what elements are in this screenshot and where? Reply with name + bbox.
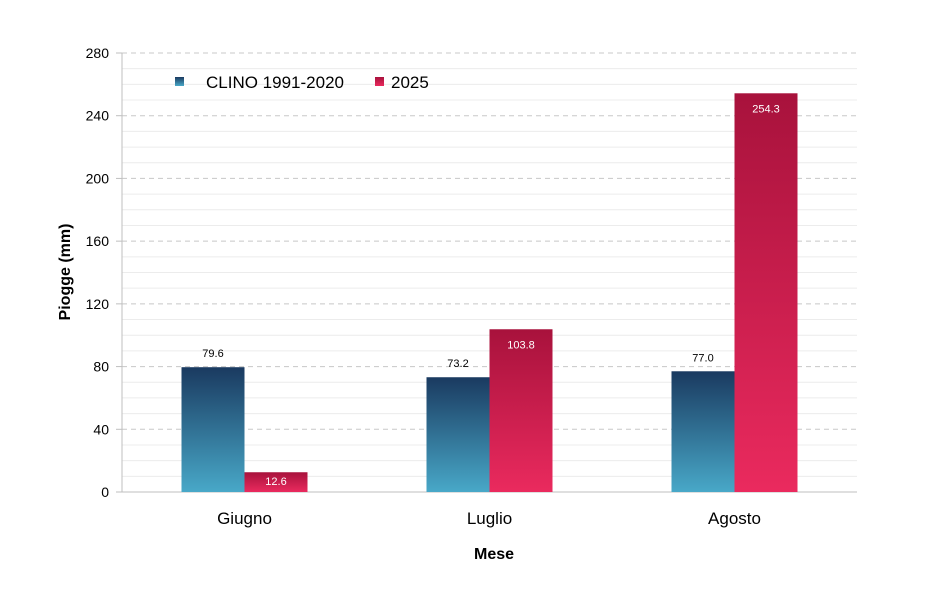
bars (181, 93, 798, 492)
data-labels: 79.6 12.6 73.2 103.8 77.0 254.3 (202, 103, 779, 488)
data-label-clino: 73.2 (447, 358, 468, 370)
bar-2025 (489, 329, 553, 492)
data-label-2025: 103.8 (507, 339, 535, 351)
legend-swatch-clino (175, 77, 184, 86)
legend-label-2025: 2025 (391, 73, 429, 92)
legend: CLINO 1991-2020 2025 (175, 73, 429, 92)
data-label-clino: 79.6 (202, 348, 223, 360)
y-tick-label: 280 (86, 45, 110, 61)
bar-2025 (734, 93, 798, 492)
y-tick-label: 160 (86, 233, 110, 249)
x-tick-label: Giugno (217, 509, 272, 528)
y-tick-label: 200 (86, 170, 110, 186)
bar-clino (181, 367, 245, 492)
y-axis-title: Piogge (mm) (57, 224, 74, 321)
data-label-clino: 77.0 (692, 352, 713, 364)
y-tick-label: 240 (86, 108, 110, 124)
x-axis-title: Mese (474, 546, 514, 563)
legend-label-clino: CLINO 1991-2020 (206, 73, 344, 92)
y-tick-label: 80 (93, 359, 109, 375)
x-tick-label: Luglio (467, 509, 512, 528)
data-label-2025: 254.3 (752, 103, 780, 115)
bar-clino (671, 371, 735, 492)
y-tick-label: 40 (93, 421, 109, 437)
x-tick-label: Agosto (708, 509, 761, 528)
y-tick-label: 0 (101, 484, 109, 500)
y-tick-label: 120 (86, 296, 110, 312)
bar-clino (426, 377, 490, 492)
bar-2025 (244, 472, 308, 492)
legend-swatch-2025 (375, 77, 384, 86)
data-label-2025: 12.6 (265, 476, 286, 488)
